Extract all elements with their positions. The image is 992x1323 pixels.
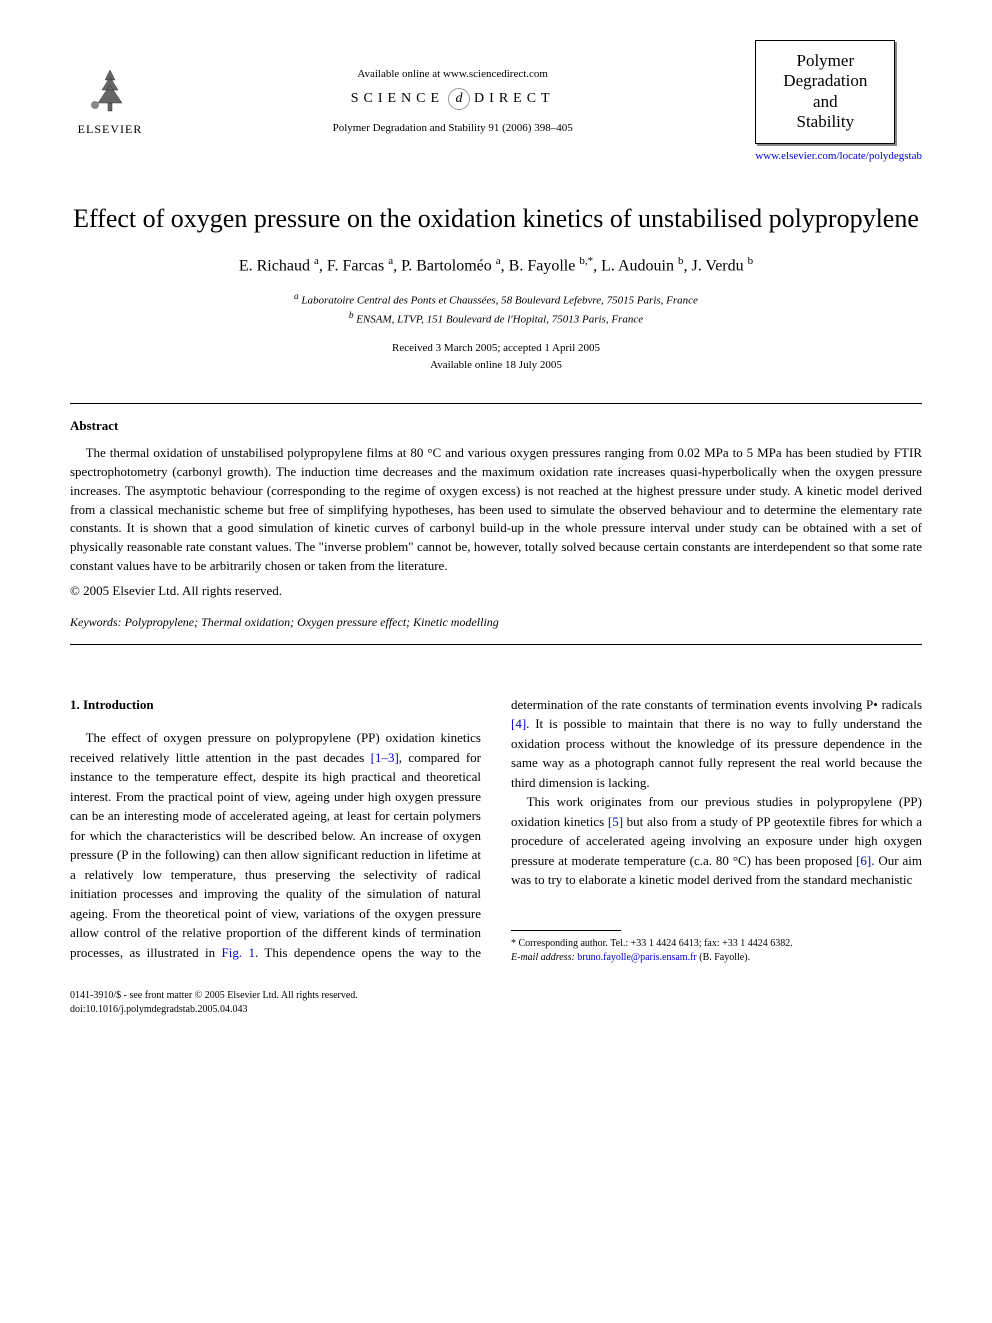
journal-title-box: Polymer Degradation and Stability bbox=[755, 40, 895, 144]
affiliation-b: b ENSAM, LTVP, 151 Boulevard de l'Hopita… bbox=[70, 309, 922, 328]
available-online-text: Available online at www.sciencedirect.co… bbox=[150, 68, 755, 80]
corresponding-footnote: * Corresponding author. Tel.: +33 1 4424… bbox=[511, 937, 922, 965]
affiliation-a-text: Laboratoire Central des Ponts et Chaussé… bbox=[301, 294, 698, 306]
footnote-email-line: E-mail address: bruno.fayolle@paris.ensa… bbox=[511, 951, 922, 965]
affiliation-b-text: ENSAM, LTVP, 151 Boulevard de l'Hopital,… bbox=[356, 314, 643, 326]
ref-link-1-3[interactable]: [1–3] bbox=[371, 750, 399, 765]
journal-box-line4: Stability bbox=[770, 112, 880, 132]
received-date: Received 3 March 2005; accepted 1 April … bbox=[70, 340, 922, 357]
footer-line2: doi:10.1016/j.polymdegradstab.2005.04.04… bbox=[70, 1003, 922, 1017]
sd-left: SCIENCE bbox=[351, 91, 444, 106]
p1-e: . It is possible to maintain that there … bbox=[511, 716, 922, 790]
dates-block: Received 3 March 2005; accepted 1 April … bbox=[70, 340, 922, 373]
keywords-label: Keywords: bbox=[70, 615, 122, 629]
footnote-email-person: (B. Fayolle). bbox=[699, 952, 750, 963]
header-center: Available online at www.sciencedirect.co… bbox=[150, 68, 755, 134]
paper-title: Effect of oxygen pressure on the oxidati… bbox=[70, 202, 922, 236]
journal-reference: Polymer Degradation and Stability 91 (20… bbox=[150, 122, 755, 134]
sd-right: DIRECT bbox=[474, 91, 555, 106]
abstract-copyright: © 2005 Elsevier Ltd. All rights reserved… bbox=[70, 582, 922, 601]
ref-link-fig1[interactable]: Fig. 1 bbox=[222, 945, 255, 960]
section-1-heading: 1. Introduction bbox=[70, 695, 481, 715]
journal-box-wrap: Polymer Degradation and Stability www.el… bbox=[755, 40, 922, 162]
ref-link-5[interactable]: [5] bbox=[608, 814, 623, 829]
abstract-heading: Abstract bbox=[70, 418, 922, 434]
footnote-separator bbox=[511, 930, 621, 931]
affiliation-a: a Laboratoire Central des Ponts et Chaus… bbox=[70, 290, 922, 309]
affiliations: a Laboratoire Central des Ponts et Chaus… bbox=[70, 290, 922, 328]
journal-box-line3: and bbox=[770, 92, 880, 112]
footer-line1: 0141-3910/$ - see front matter © 2005 El… bbox=[70, 989, 922, 1003]
keywords-text: Polypropylene; Thermal oxidation; Oxygen… bbox=[125, 615, 499, 629]
ref-link-4[interactable]: [4] bbox=[511, 716, 526, 731]
ref-link-6[interactable]: [6] bbox=[856, 853, 871, 868]
elsevier-tree-icon bbox=[70, 65, 150, 122]
page-footer: 0141-3910/$ - see front matter © 2005 El… bbox=[70, 989, 922, 1017]
journal-link[interactable]: www.elsevier.com/locate/polydegstab bbox=[755, 150, 922, 162]
elsevier-logo: ELSEVIER bbox=[70, 65, 150, 137]
authors-line: E. Richaud a, F. Farcas a, P. Bartoloméo… bbox=[70, 255, 922, 275]
sd-at-icon: d bbox=[448, 88, 470, 110]
abstract-text: The thermal oxidation of unstabilised po… bbox=[70, 445, 922, 573]
divider-top bbox=[70, 403, 922, 404]
available-date: Available online 18 July 2005 bbox=[70, 357, 922, 374]
elsevier-label: ELSEVIER bbox=[70, 122, 150, 137]
header-row: ELSEVIER Available online at www.science… bbox=[70, 40, 922, 162]
keywords-line: Keywords: Polypropylene; Thermal oxidati… bbox=[70, 615, 922, 630]
footnote-corr: * Corresponding author. Tel.: +33 1 4424… bbox=[511, 937, 922, 951]
journal-box-line1: Polymer bbox=[770, 51, 880, 71]
abstract-body: The thermal oxidation of unstabilised po… bbox=[70, 444, 922, 576]
science-direct-logo: SCIENCE d DIRECT bbox=[150, 88, 755, 110]
journal-box-line2: Degradation bbox=[770, 71, 880, 91]
intro-paragraph-2: This work originates from our previous s… bbox=[511, 792, 922, 890]
footnote-email-label: E-mail address: bbox=[511, 952, 575, 963]
divider-bottom bbox=[70, 644, 922, 645]
p1-b: , compared for instance to the temperatu… bbox=[70, 750, 481, 902]
footnote-email[interactable]: bruno.fayolle@paris.ensam.fr bbox=[577, 952, 696, 963]
body-columns: 1. Introduction The effect of oxygen pre… bbox=[70, 695, 922, 965]
